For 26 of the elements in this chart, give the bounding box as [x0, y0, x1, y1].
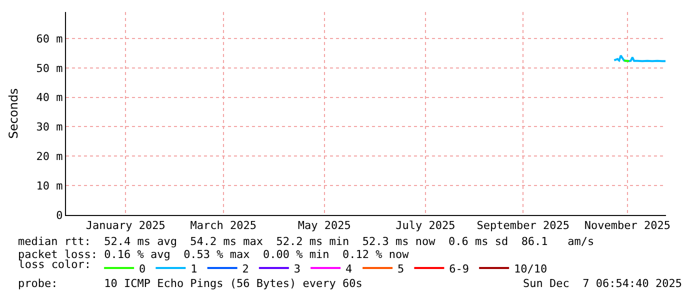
- text: probe: 10 ICMP Echo Pings (56 Bytes) every 60s: [18, 277, 362, 290]
- y-tick-label: 40 m: [36, 91, 64, 104]
- y-tick-label: 0: [56, 208, 63, 222]
- x-tick-label: September 2025: [476, 219, 570, 232]
- x-tick-label: November 2025: [584, 219, 670, 232]
- text: median rtt: 52.4 ms avg 54.2 ms max 52.2 ms min 52.3 ms now 0.6 ms sd 86.1 am/s: [18, 235, 594, 248]
- legend-label: 1: [190, 262, 198, 276]
- legend-label: 3: [294, 262, 301, 276]
- x-tick-label: March 2025: [190, 219, 256, 232]
- y-tick-label: 10 m: [36, 179, 64, 192]
- text: packet loss: 0.16 % avg 0.53 % max 0.00 % min 0.12 % now: [18, 248, 410, 261]
- legend-label: 10/10: [514, 262, 548, 276]
- legend-label: 4: [346, 262, 353, 276]
- x-tick-label: July 2025: [396, 219, 456, 232]
- legend-label: 6-9: [449, 262, 470, 276]
- text: Sun Dec 7 06:54:40 2025: [523, 277, 682, 290]
- x-tick-label: January 2025: [86, 219, 166, 232]
- legend-label: 2: [242, 262, 249, 276]
- y-tick-label: 30 m: [36, 120, 64, 134]
- y-tick-label: 50 m: [36, 62, 64, 75]
- y-axis-title: Seconds: [6, 88, 21, 139]
- legend-label: 0: [139, 262, 146, 276]
- x-tick-label: May 2025: [298, 219, 351, 232]
- legend-label: 5: [398, 262, 404, 276]
- y-tick-label: 20 m: [36, 150, 64, 164]
- y-tick-label: 60 m: [36, 32, 64, 46]
